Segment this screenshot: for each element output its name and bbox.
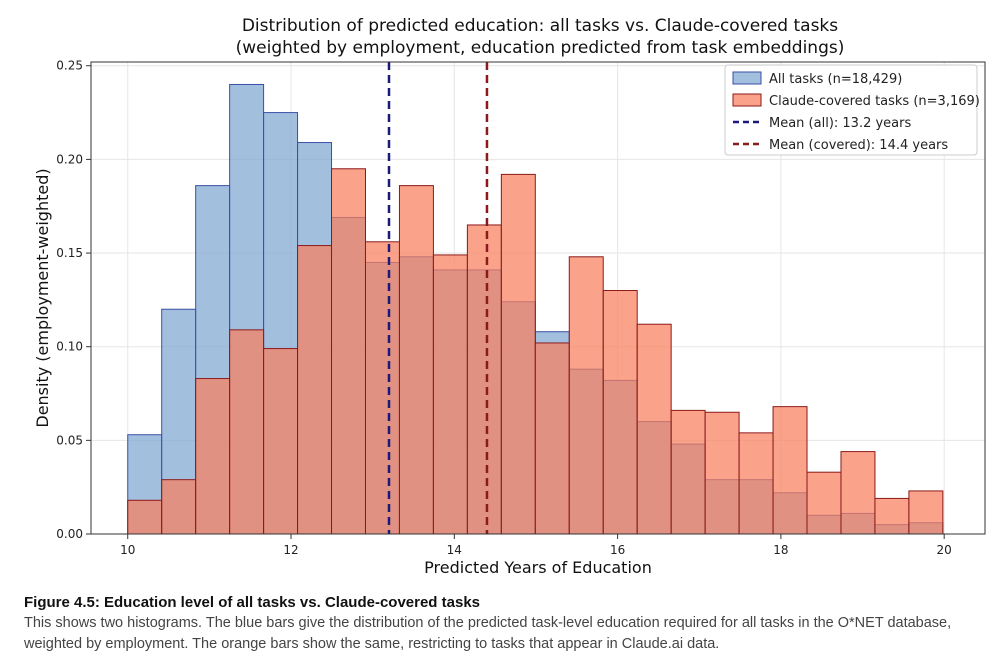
legend-label: Claude-covered tasks (n=3,169) [769,94,980,109]
covered-tasks-bar [297,245,333,535]
covered-tasks-bar [636,323,672,535]
covered-tasks-bar [229,329,265,535]
y-axis-label: Density (employment-weighted) [33,168,52,427]
x-tick-label: 20 [937,543,952,557]
covered-tasks-bar [263,348,299,535]
y-tick-label: 0.00 [56,527,83,541]
covered-tasks-bar [908,490,944,535]
x-axis-label: Predicted Years of Education [424,558,652,577]
y-tick-label: 0.15 [56,246,83,260]
legend-box [724,64,978,156]
plot-frame [90,61,986,535]
caption-title: Figure 4.5: Education level of all tasks… [24,594,481,611]
covered-tasks-bar [772,406,808,535]
y-tick-label: 0.20 [56,152,83,166]
covered-tasks-bar [364,241,400,535]
covered-tasks-bars [127,168,944,535]
legend-label: Mean (all): 13.2 years [769,116,911,131]
y-tick-label: 0.05 [56,433,83,447]
covered-tasks-bar [738,432,774,535]
covered-tasks-bar [500,173,536,535]
covered-tasks-bar [534,342,570,535]
x-tick-label: 10 [120,543,135,557]
covered-tasks-bar [398,185,434,535]
y-tick-label: 0.10 [56,340,83,354]
covered-tasks-bar [127,499,163,535]
x-tick-label: 16 [610,543,625,557]
covered-tasks-bar [670,409,706,535]
x-tick-label: 14 [447,543,462,557]
covered-tasks-bar [874,497,910,535]
legend-swatch [732,71,762,85]
covered-tasks-bar [331,168,366,535]
covered-tasks-bar [806,471,842,535]
covered-tasks-bar [840,451,876,535]
covered-tasks-bar [704,411,740,535]
histogram-chart: Distribution of predicted education: all… [33,16,986,577]
covered-tasks-bar [602,290,638,535]
x-tick-label: 12 [283,543,298,557]
covered-tasks-bar [432,254,468,535]
covered-tasks-bar [195,378,231,535]
mean-lines [387,62,489,534]
covered-tasks-bar [466,224,502,535]
figure-caption: Figure 4.5: Education level of all tasks… [24,594,994,655]
covered-tasks-bar [161,479,197,535]
legend-swatch [732,93,762,107]
legend-label: Mean (covered): 14.4 years [769,138,948,153]
x-tick-label: 18 [773,543,788,557]
legend-label: All tasks (n=18,429) [769,72,902,87]
axis-ticks: 10 12 14 16 18 20 0.00 0.05 0.10 0.15 0.20 0.25 [56,59,952,557]
chart-subtitle: (weighted by employment, education predi… [236,38,845,58]
covered-tasks-bar [568,256,604,535]
chart-title: Distribution of predicted education: all… [242,16,838,36]
caption-body: This shows two histograms. The blue bars… [24,615,952,652]
legend: All tasks (n=18,429) Claude-covered tasks… [724,64,980,156]
y-tick-label: 0.25 [56,59,83,73]
